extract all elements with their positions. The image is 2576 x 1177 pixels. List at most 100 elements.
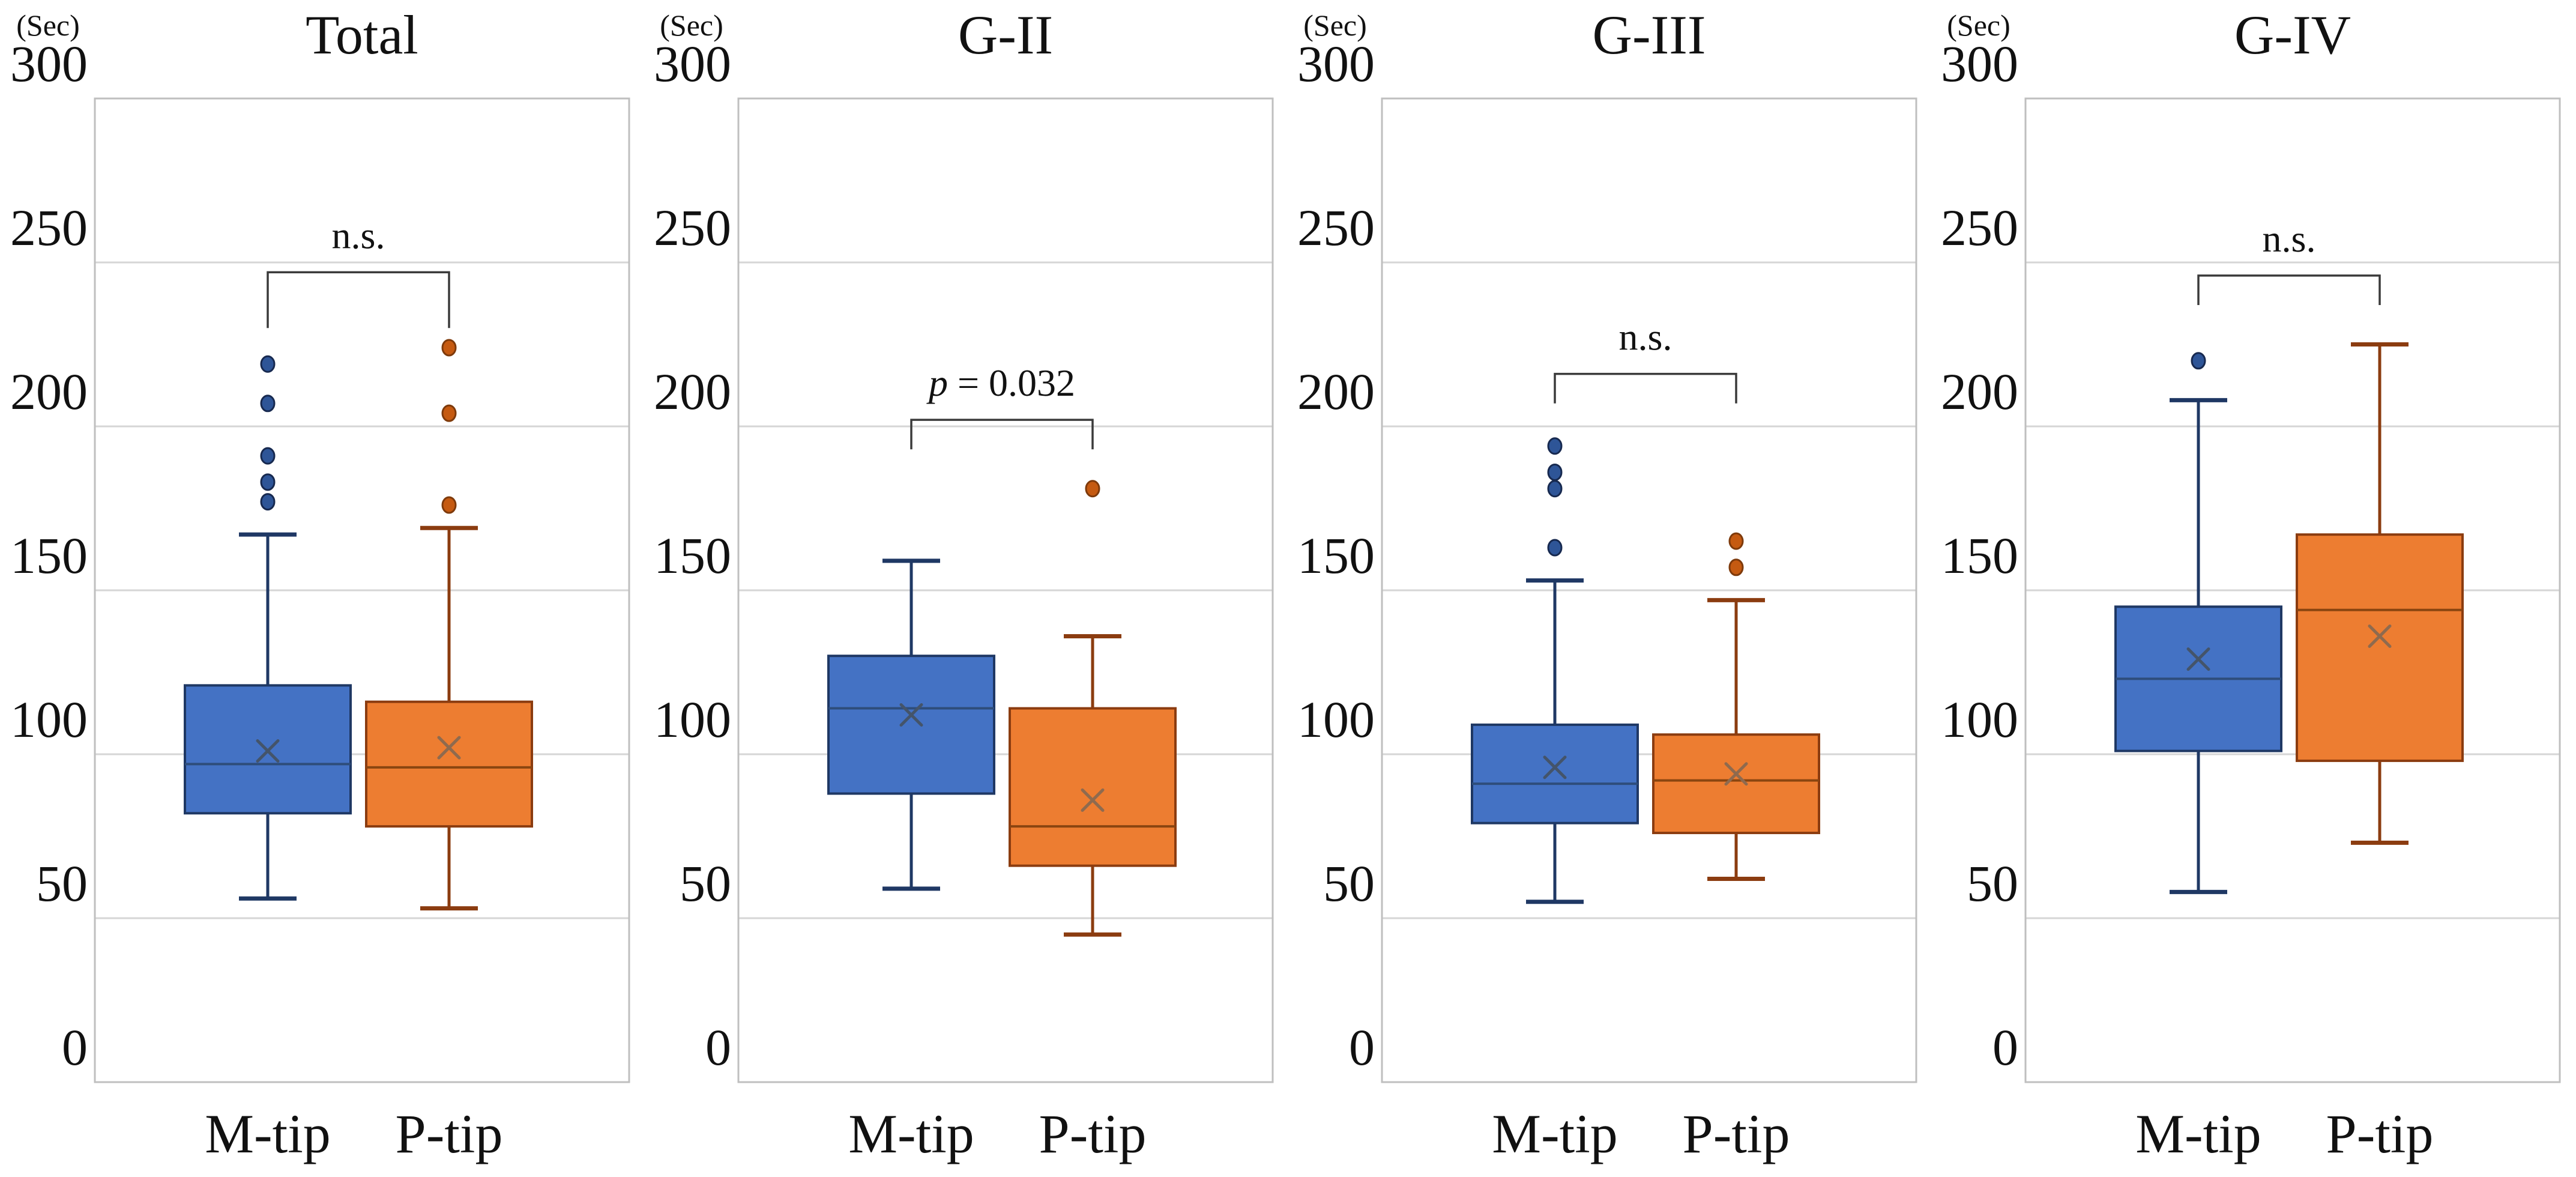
y-tick-label: 50 bbox=[36, 855, 88, 912]
significance-bracket bbox=[267, 271, 450, 328]
box-series-m-tip bbox=[1471, 437, 1639, 904]
iqr-box bbox=[1471, 723, 1639, 825]
outlier-dot bbox=[1728, 558, 1744, 576]
panel-g-iii: (Sec)300 250 200 150 100 50 0 G-III M-tip P-tip n.… bbox=[1297, 4, 1917, 1164]
panel-title: G-III bbox=[1593, 4, 1706, 65]
y-tick-label: 300 bbox=[10, 35, 88, 92]
iqr-box bbox=[827, 655, 995, 795]
plot-frame bbox=[94, 97, 630, 1083]
y-tick-label: 300 bbox=[654, 35, 731, 92]
y-tick-label: 250 bbox=[10, 199, 88, 256]
category-label-m-tip: M-tip bbox=[848, 1103, 974, 1164]
box-series-m-tip bbox=[2114, 352, 2282, 894]
y-tick-label: 250 bbox=[1297, 199, 1375, 256]
category-label-m-tip: M-tip bbox=[205, 1103, 331, 1164]
y-tick-label: 100 bbox=[10, 691, 88, 748]
significance-label: n.s. bbox=[1619, 316, 1673, 359]
category-label-p-tip: P-tip bbox=[396, 1103, 503, 1164]
outlier-dot bbox=[1547, 480, 1563, 498]
mean-x-marker bbox=[899, 703, 923, 727]
y-axis-unit-label: (Sec) bbox=[1303, 8, 1367, 42]
iqr-box bbox=[365, 700, 533, 828]
outlier-dot bbox=[260, 493, 276, 511]
y-tick-label: 0 bbox=[1349, 1018, 1375, 1076]
outlier-dot bbox=[2191, 352, 2206, 370]
significance-bracket bbox=[910, 419, 1094, 450]
y-axis-unit-label: (Sec) bbox=[660, 8, 723, 42]
panel-title: Total bbox=[306, 4, 418, 65]
box-series-p-tip bbox=[1652, 532, 1820, 881]
y-tick-label: 150 bbox=[1297, 527, 1375, 584]
panel-g-iv: (Sec)300 250 200 150 100 50 0 G-IV M-tip P-tip n.s… bbox=[1941, 4, 2561, 1164]
y-tick-label: 150 bbox=[654, 527, 731, 584]
category-label-p-tip: P-tip bbox=[1683, 1103, 1790, 1164]
panel-title: G-II bbox=[958, 4, 1053, 65]
y-tick-label: 200 bbox=[654, 363, 731, 420]
y-tick-label: 300 bbox=[1941, 35, 2018, 92]
outlier-dot bbox=[1085, 480, 1100, 498]
plot-frame bbox=[2024, 97, 2561, 1083]
category-label-p-tip: P-tip bbox=[2326, 1103, 2434, 1164]
y-tick-label: 50 bbox=[1323, 855, 1375, 912]
iqr-box bbox=[2296, 533, 2464, 762]
category-label-m-tip: M-tip bbox=[2135, 1103, 2261, 1164]
significance-label: p = 0.032 bbox=[926, 362, 1075, 404]
y-tick-label: 200 bbox=[10, 363, 88, 420]
y-axis-unit-label: (Sec) bbox=[1947, 8, 2010, 42]
category-label-p-tip: P-tip bbox=[1039, 1103, 1147, 1164]
panel-g-ii: (Sec)300 250 200 150 100 50 0 G-II M-tip P-tip p =… bbox=[654, 4, 1274, 1164]
outlier-dot bbox=[441, 404, 457, 422]
outlier-dot bbox=[441, 496, 457, 514]
box-series-p-tip bbox=[1009, 480, 1177, 937]
box-series-p-tip bbox=[365, 339, 533, 911]
outlier-dot bbox=[1547, 437, 1563, 455]
mean-x-marker bbox=[2186, 647, 2210, 671]
plot-frame bbox=[737, 97, 1274, 1083]
box-series-p-tip bbox=[2296, 342, 2464, 845]
y-tick-label: 50 bbox=[1967, 855, 2018, 912]
iqr-box bbox=[1009, 707, 1177, 867]
y-tick-label: 50 bbox=[680, 855, 731, 912]
y-tick-label: 150 bbox=[1941, 527, 2018, 584]
mean-x-marker bbox=[437, 736, 461, 760]
outlier-dot bbox=[1547, 539, 1563, 557]
outlier-dot bbox=[260, 447, 276, 465]
outlier-dot bbox=[1728, 532, 1744, 550]
y-tick-label: 0 bbox=[705, 1018, 731, 1076]
outlier-dot bbox=[1547, 463, 1563, 481]
outlier-dot bbox=[260, 355, 276, 373]
significance-label: n.s. bbox=[2263, 217, 2316, 260]
mean-x-marker bbox=[1081, 788, 1105, 812]
y-tick-label: 0 bbox=[1992, 1018, 2018, 1076]
y-tick-label: 100 bbox=[1297, 691, 1375, 748]
y-tick-label: 250 bbox=[1941, 199, 2018, 256]
outlier-dot bbox=[260, 395, 276, 413]
y-tick-label: 300 bbox=[1297, 35, 1375, 92]
mean-x-marker bbox=[256, 739, 280, 763]
y-tick-label: 100 bbox=[1941, 691, 2018, 748]
significance-label: n.s. bbox=[332, 214, 385, 256]
iqr-box bbox=[1652, 733, 1820, 835]
box-series-m-tip bbox=[827, 558, 995, 891]
y-tick-label: 200 bbox=[1941, 363, 2018, 420]
y-tick-label: 250 bbox=[654, 199, 731, 256]
mean-x-marker bbox=[2368, 624, 2392, 648]
significance-bracket bbox=[1554, 372, 1737, 404]
panel-total: (Sec)300 250 200 150 100 50 0 Total M-tip P-tip n.… bbox=[10, 4, 630, 1164]
mean-x-marker bbox=[1543, 755, 1567, 779]
y-axis-unit-label: (Sec) bbox=[16, 8, 80, 42]
mean-x-marker bbox=[1724, 762, 1748, 786]
box-series-m-tip bbox=[184, 355, 352, 901]
y-tick-label: 100 bbox=[654, 691, 731, 748]
panel-title: G-IV bbox=[2234, 4, 2351, 65]
category-label-m-tip: M-tip bbox=[1492, 1103, 1618, 1164]
y-tick-label: 150 bbox=[10, 527, 88, 584]
y-tick-label: 0 bbox=[62, 1018, 88, 1076]
plot-frame bbox=[1381, 97, 1917, 1083]
y-tick-label: 200 bbox=[1297, 363, 1375, 420]
significance-bracket bbox=[2197, 274, 2381, 305]
outlier-dot bbox=[260, 473, 276, 491]
outlier-dot bbox=[441, 339, 457, 357]
